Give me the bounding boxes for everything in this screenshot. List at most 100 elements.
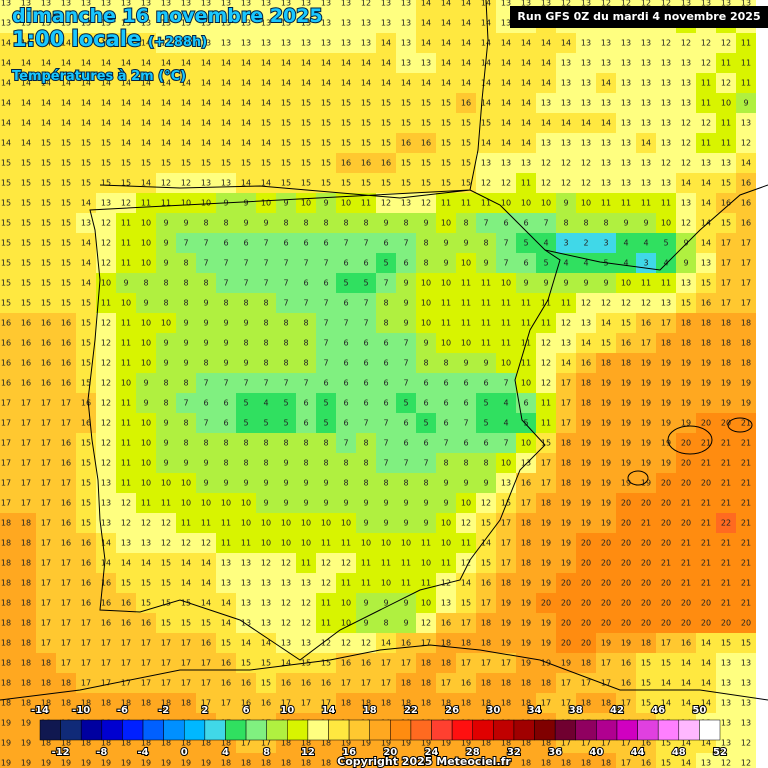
temperature-value: 19 [661,399,671,408]
temperature-cell [36,153,56,173]
legend-label: -2 [158,705,169,716]
temperature-value: 15 [261,679,271,688]
temperature-value: 12 [721,759,731,768]
temperature-cell [516,53,536,73]
temperature-cell [696,73,716,93]
temperature-value: 16 [101,599,111,608]
temperature-value: 14 [401,79,411,88]
temperature-value: 7 [463,419,468,428]
temperature-value: 10 [241,499,251,508]
temperature-value: 15 [161,159,171,168]
temperature-cell [276,13,296,33]
temperature-value: 11 [321,539,331,548]
temperature-value: 7 [183,399,188,408]
temperature-value: 14 [1,99,11,108]
temperature-cell [656,113,676,133]
temperature-value: 8 [243,439,248,448]
temperature-value: 8 [163,399,168,408]
temperature-value: 14 [1,39,11,48]
temperature-cell [136,0,156,13]
temperature-value: 21 [721,439,731,448]
temperature-value: 16 [1,359,11,368]
temperature-cell [316,13,336,33]
temperature-value: 7 [183,239,188,248]
temperature-value: 12 [621,299,631,308]
temperature-value: 18 [21,599,31,608]
temperature-value: 12 [681,119,691,128]
temperature-value: 12 [561,159,571,168]
temperature-value: 10 [221,499,231,508]
temperature-cell [676,53,696,73]
temperature-value: 17 [721,239,731,248]
temperature-value: 7 [203,419,208,428]
temperature-value: 7 [323,319,328,328]
temperature-value: 15 [21,179,31,188]
temperature-cell [236,113,256,133]
temperature-value: 7 [343,239,348,248]
temperature-cell [296,173,316,193]
temperature-value: 11 [361,559,371,568]
temperature-value: 18 [501,579,511,588]
temperature-cell [196,153,216,173]
temperature-cell [556,153,576,173]
temperature-value: 20 [661,499,671,508]
temperature-value: 17 [181,639,191,648]
temperature-cell [76,0,96,13]
temperature-cell [236,173,256,193]
temperature-value: 15 [121,159,131,168]
temperature-cell [116,53,136,73]
temperature-cell [596,73,616,93]
temperature-cell [356,53,376,73]
temperature-cell [176,153,196,173]
temperature-cell [556,133,576,153]
temperature-value: 12 [101,339,111,348]
temperature-value: 5 [243,399,248,408]
temperature-value: 17 [41,439,51,448]
temperature-value: 14 [341,59,351,68]
temperature-value: 11 [701,79,711,88]
temperature-value: 16 [21,319,31,328]
temperature-value: 3 [563,239,568,248]
temperature-value: 14 [481,139,491,148]
temperature-value: 17 [41,579,51,588]
temperature-value: 9 [463,479,468,488]
temperature-cell [436,173,456,193]
temperature-value: 15 [301,119,311,128]
temperature-value: 10 [141,259,151,268]
temperature-value: 17 [1,419,11,428]
temperature-value: 17 [541,459,551,468]
legend-swatch [637,719,659,741]
temperature-cell [716,173,736,193]
temperature-value: 16 [121,599,131,608]
temperature-value: 16 [641,319,651,328]
temperature-cell [356,113,376,133]
temperature-value: 17 [41,539,51,548]
temperature-value: 4 [563,259,568,268]
temperature-value: 9 [403,499,408,508]
temperature-cell [156,133,176,153]
temperature-value: 18 [21,559,31,568]
temperature-value: 15 [41,239,51,248]
temperature-value: 11 [101,299,111,308]
temperature-value: 13 [621,79,631,88]
temperature-value: 19 [541,579,551,588]
temperature-value: 8 [303,439,308,448]
temperature-value: 13 [261,39,271,48]
temperature-value: 19 [661,379,671,388]
temperature-value: 17 [101,659,111,668]
temperature-value: 8 [363,439,368,448]
temperature-value: 18 [21,679,31,688]
legend-label: 26 [445,705,459,716]
temperature-value: 8 [583,219,588,228]
temperature-value: 18 [621,359,631,368]
temperature-cell [316,173,336,193]
temperature-value: 14 [381,59,391,68]
temperature-value: 6 [383,239,388,248]
temperature-cell [56,173,76,193]
temperature-cell [96,173,116,193]
temperature-value: 21 [721,579,731,588]
temperature-cell [136,153,156,173]
temperature-value: 14 [521,99,531,108]
temperature-cell [536,33,556,53]
